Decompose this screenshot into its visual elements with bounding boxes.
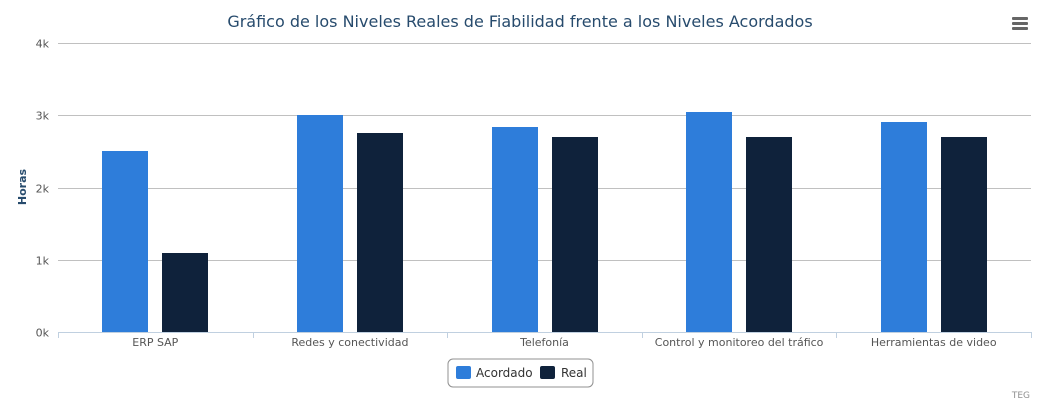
bar-acordado[interactable] xyxy=(297,115,343,332)
legend-item-real[interactable]: Real xyxy=(540,366,587,380)
credits-label[interactable]: TEG xyxy=(1011,391,1030,401)
bar-acordado[interactable] xyxy=(881,122,927,332)
bars xyxy=(102,112,987,332)
legend-item-acordado[interactable]: Acordado xyxy=(456,366,533,380)
legend: Acordado Real xyxy=(447,358,594,388)
bar-real[interactable] xyxy=(162,253,208,332)
x-tick-label: Telefonía xyxy=(519,336,569,349)
y-axis-title: Horas xyxy=(16,168,29,205)
legend-label-acordado: Acordado xyxy=(476,366,533,380)
legend-swatch-acordado xyxy=(456,366,471,379)
x-tick-label: ERP SAP xyxy=(132,336,178,349)
y-tick-label: 4k xyxy=(36,38,50,51)
x-tick-label: Redes y conectividad xyxy=(291,336,408,349)
bar-real[interactable] xyxy=(357,133,403,332)
menu-button[interactable] xyxy=(1008,12,1032,34)
y-tick-label: 2k xyxy=(36,183,50,196)
y-tick-label: 1k xyxy=(36,255,50,268)
y-axis-ticks: 0k 1k 2k 3k 4k xyxy=(36,38,50,340)
legend-label-real: Real xyxy=(561,366,587,380)
x-tick-label: Control y monitoreo del tráfico xyxy=(655,336,824,349)
y-tick-label: 3k xyxy=(36,110,50,123)
bar-real[interactable] xyxy=(746,137,792,332)
grid xyxy=(58,43,1031,261)
chart-title: Gráfico de los Niveles Reales de Fiabili… xyxy=(227,12,812,31)
bar-acordado[interactable] xyxy=(492,127,538,332)
bar-real[interactable] xyxy=(552,137,598,332)
bar-acordado[interactable] xyxy=(102,151,148,332)
hamburger-menu-icon xyxy=(1012,17,1028,30)
y-tick-label: 0k xyxy=(36,327,50,340)
bar-acordado[interactable] xyxy=(686,112,732,332)
x-tick-label: Herramientas de video xyxy=(871,336,997,349)
legend-box xyxy=(447,358,594,388)
x-axis: ERP SAP Redes y conectividad Telefonía Cont… xyxy=(58,332,1032,349)
legend-swatch-real xyxy=(540,366,555,379)
bar-real[interactable] xyxy=(941,137,987,332)
